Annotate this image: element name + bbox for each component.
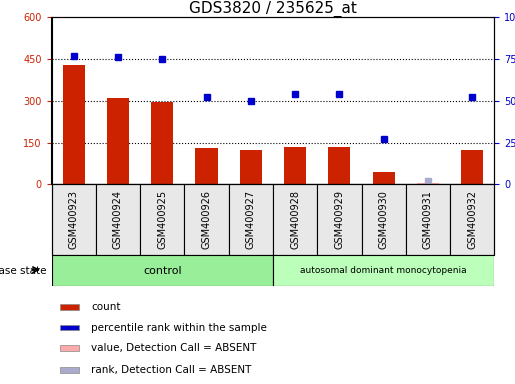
Bar [372,172,394,184]
Bar [273,255,494,286]
Text: autosomal dominant monocytopenia: autosomal dominant monocytopenia [300,266,467,275]
Text: GSM400928: GSM400928 [290,190,300,249]
Text: control: control [143,266,181,276]
Bar [284,147,306,184]
Bar [52,184,96,255]
Bar [60,346,79,351]
Text: GSM400923: GSM400923 [68,190,79,249]
Text: GSM400925: GSM400925 [157,190,167,249]
Bar [195,148,217,184]
Text: GSM400931: GSM400931 [423,190,433,249]
Bar [406,184,450,255]
Bar [317,184,362,255]
Text: GSM400930: GSM400930 [379,190,389,249]
Bar [328,147,350,184]
Bar [229,184,273,255]
Text: GSM400929: GSM400929 [334,190,345,249]
Bar [96,184,140,255]
Bar [60,325,79,330]
Bar [273,184,317,255]
Text: value, Detection Call = ABSENT: value, Detection Call = ABSENT [91,343,257,353]
Bar [60,304,79,310]
Bar [239,149,262,184]
Text: percentile rank within the sample: percentile rank within the sample [91,323,267,333]
Bar [60,367,79,373]
Text: GSM400926: GSM400926 [201,190,212,249]
Bar [417,183,439,184]
Text: GSM400932: GSM400932 [467,190,477,249]
Bar [62,65,84,184]
Bar [151,102,173,184]
Text: GSM400927: GSM400927 [246,190,256,249]
Bar [450,184,494,255]
Text: disease state: disease state [0,266,46,276]
Bar [140,184,184,255]
Bar [52,255,273,286]
Text: GSM400924: GSM400924 [113,190,123,249]
Text: count: count [91,302,121,312]
Text: rank, Detection Call = ABSENT: rank, Detection Call = ABSENT [91,365,252,375]
Bar [461,149,483,184]
Bar [184,184,229,255]
Bar [107,98,129,184]
Title: GDS3820 / 235625_at: GDS3820 / 235625_at [189,1,357,17]
Bar [362,184,406,255]
